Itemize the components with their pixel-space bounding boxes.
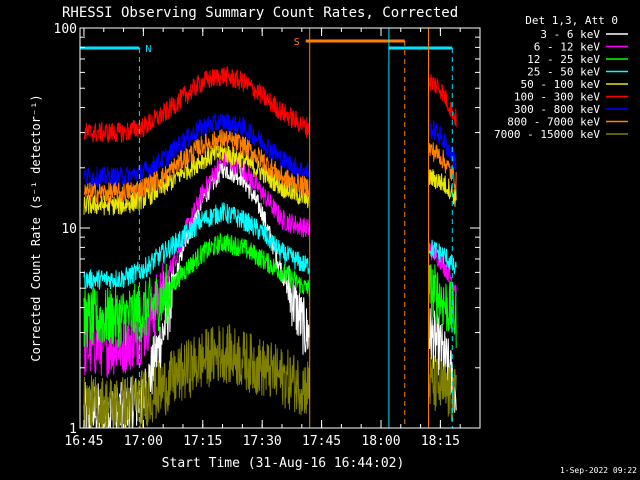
flag-bars: NS: [80, 28, 453, 428]
x-tick-label-0: 16:45: [64, 434, 103, 449]
legend-entry-5: 50 - 100 keV: [521, 78, 601, 91]
x-tick-label-5: 18:00: [361, 434, 400, 449]
y-axis: 1 10 100: [54, 22, 480, 437]
series-9-line: [83, 324, 457, 428]
x-tick-label-1: 17:00: [124, 434, 163, 449]
series-6-line: [83, 66, 457, 143]
y-tick-label-2: 100: [54, 22, 77, 37]
legend-entry-4: 25 - 50 keV: [527, 66, 600, 79]
legend-entry-9: 7000 - 15000 keV: [494, 128, 600, 141]
footer-timestamp: 1-Sep-2022 09:22: [560, 466, 637, 475]
x-axis-label: Start Time (31-Aug-16 16:44:02): [162, 456, 405, 471]
legend-entry-7: 300 - 800 keV: [514, 103, 600, 116]
chart-title: RHESSI Observing Summary Count Rates, Co…: [62, 5, 458, 21]
x-tick-label-3: 17:30: [243, 434, 282, 449]
legend-entry-1: 3 - 6 keV: [540, 28, 600, 41]
legend-entry-2: 6 - 12 keV: [534, 41, 601, 54]
legend-entry-8: 800 - 7000 keV: [507, 116, 600, 129]
legend-entry-6: 100 - 300 keV: [514, 91, 600, 104]
flag-label-2: S: [294, 37, 300, 48]
y-tick-label-0: 1: [69, 422, 77, 437]
legend-entry-3: 12 - 25 keV: [527, 53, 600, 66]
y-axis-label: Corrected Count Rate (s⁻¹ detector⁻¹): [29, 94, 43, 361]
x-axis: 16:45 17:00 17:15 17:30 17:45 18:00 18:15: [64, 28, 481, 449]
flag-label-1: N: [145, 44, 151, 55]
x-tick-label-6: 18:15: [421, 434, 460, 449]
series-layer: [83, 66, 457, 428]
x-tick-label-2: 17:15: [183, 434, 222, 449]
series-4-line: [83, 202, 457, 290]
series-8-line: [83, 129, 457, 204]
y-tick-label-1: 10: [61, 222, 77, 237]
legend-title: Det 1,3, Att 0: [525, 14, 618, 27]
series-7-line: [83, 113, 457, 188]
series-3-line: [83, 232, 457, 349]
x-tick-label-4: 17:45: [302, 434, 341, 449]
